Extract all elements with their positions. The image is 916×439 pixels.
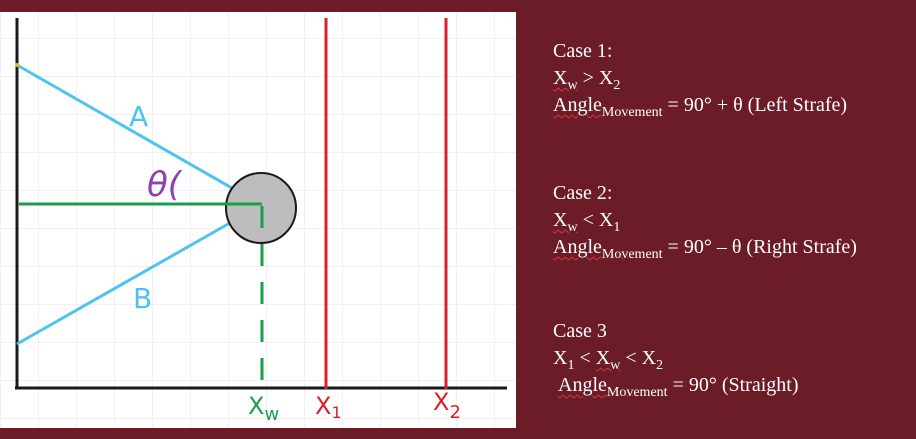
case-3-cond-op1: <: [574, 347, 595, 369]
case-2-title: Case 2:: [553, 180, 857, 207]
case-1-formula: AngleMovement = 90° + θ (Left Strafe): [553, 92, 847, 119]
case-3: Case 3 X1 < Xw < X2 AngleMovement = 90° …: [553, 318, 798, 399]
case-1-title: Case 1:: [553, 38, 847, 65]
case-1-cond-right: X: [599, 67, 613, 89]
case-3-cond-c-sub: 2: [656, 358, 663, 373]
case-2-angle-sub: Movement: [602, 247, 663, 262]
ray-b-label: B: [133, 282, 152, 315]
x-1-label-sub: 1: [331, 403, 341, 422]
case-1-cond-op: >: [578, 67, 599, 89]
ray-a-label: A: [129, 100, 148, 133]
case-2-formula: AngleMovement = 90° – θ (Right Strafe): [553, 234, 857, 261]
case-1-cond-right-sub: 2: [613, 78, 620, 93]
case-2-cond-left-sub: w: [567, 220, 577, 235]
case-3-title: Case 3: [553, 318, 798, 345]
case-2-cond-left-main: X: [553, 209, 567, 231]
x-1-label-main: X: [315, 392, 331, 420]
case-1-cond-left: Xw: [553, 67, 578, 89]
x-2-label-main: X: [433, 388, 449, 416]
x-w-label-sub: w: [264, 404, 279, 425]
case-2-angle: AngleMovement: [553, 236, 663, 258]
case-1-cond-left-sub: w: [567, 78, 577, 93]
case-3-cond-c: X: [642, 347, 656, 369]
case-1: Case 1: Xw > X2 AngleMovement = 90° + θ …: [553, 38, 847, 119]
case-2-formula-text: = 90° – θ (Right Strafe): [663, 236, 857, 258]
case-3-condition: X1 < Xw < X2: [553, 345, 798, 372]
case-1-formula-text: = 90° + θ (Left Strafe): [663, 94, 848, 116]
case-1-angle: AngleMovement: [553, 94, 663, 116]
angle-label: θ(: [147, 165, 183, 205]
case-3-cond-a: X: [553, 347, 567, 369]
case-3-angle-word: Angle: [558, 374, 607, 396]
x-w-label-main: X: [248, 392, 264, 420]
case-3-formula-text: = 90° (Straight): [668, 374, 799, 396]
case-3-cond-b-sub: w: [610, 358, 620, 373]
case-3-angle: AngleMovement: [558, 374, 668, 396]
case-2-angle-word: Angle: [553, 236, 602, 258]
case-3-cond-b-main: X: [596, 347, 610, 369]
case-3-formula: AngleMovement = 90° (Straight): [553, 372, 798, 399]
case-1-cond-left-main: X: [553, 67, 567, 89]
case-2-cond-right: X: [599, 209, 613, 231]
case-3-angle-sub: Movement: [607, 385, 668, 400]
x-2-label-sub: 2: [449, 402, 460, 423]
case-2-cond-left: Xw: [553, 209, 578, 231]
case-3-cond-b: Xw: [596, 347, 621, 369]
case-2: Case 2: Xw < X1 AngleMovement = 90° – θ …: [553, 180, 857, 261]
case-2-cond-right-sub: 1: [613, 220, 620, 235]
case-3-cond-op2: <: [620, 347, 641, 369]
case-1-condition: Xw > X2: [553, 65, 847, 92]
case-2-condition: Xw < X1: [553, 207, 857, 234]
case-2-cond-op: <: [578, 209, 599, 231]
ray-origin-dot: [15, 63, 19, 67]
case-1-angle-word: Angle: [553, 94, 602, 116]
case-1-angle-sub: Movement: [602, 105, 663, 120]
